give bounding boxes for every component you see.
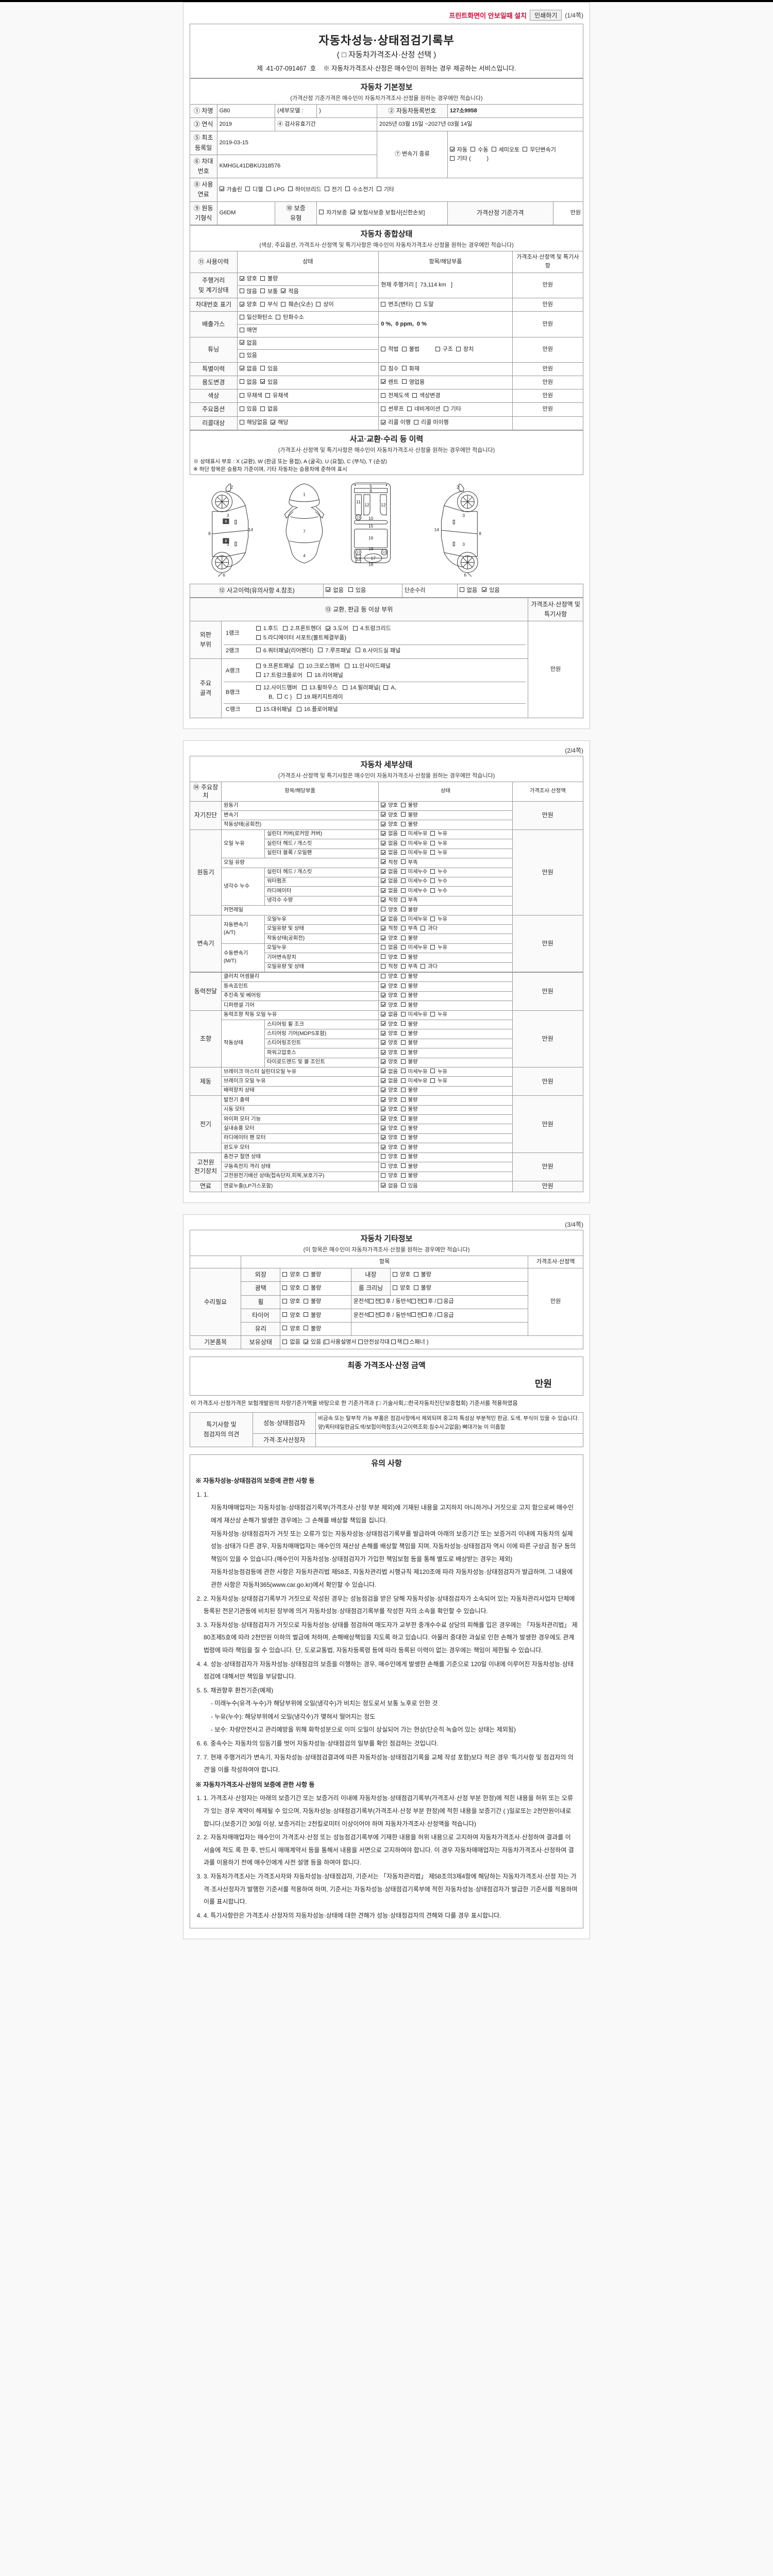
svg-text:1: 1	[303, 492, 306, 497]
svg-text:16: 16	[368, 535, 374, 540]
svg-text:15: 15	[368, 523, 374, 529]
svg-text:17: 17	[371, 555, 376, 561]
svg-text:12: 12	[381, 502, 386, 507]
svg-text:3: 3	[462, 513, 465, 518]
svg-text:8: 8	[479, 531, 481, 536]
svg-text:3: 3	[227, 513, 229, 518]
svg-text:3: 3	[227, 541, 229, 547]
svg-text:13: 13	[357, 551, 360, 554]
svg-text:2: 2	[230, 484, 233, 489]
svg-text:18: 18	[368, 562, 374, 567]
svg-text:4: 4	[303, 553, 306, 558]
svg-text:2: 2	[457, 484, 459, 489]
svg-text:9: 9	[369, 488, 372, 493]
svg-text:8: 8	[208, 531, 211, 536]
svg-text:13: 13	[382, 551, 386, 554]
svg-text:14: 14	[434, 527, 440, 532]
svg-text:6: 6	[223, 572, 225, 578]
svg-text:3: 3	[462, 541, 465, 547]
svg-text:10: 10	[368, 516, 374, 521]
svg-text:19: 19	[368, 546, 374, 551]
svg-text:X: X	[225, 520, 227, 523]
svg-text:12: 12	[364, 502, 369, 507]
svg-text:13: 13	[357, 516, 360, 519]
svg-text:11: 11	[356, 499, 361, 504]
svg-text:12: 12	[356, 556, 361, 562]
svg-text:14: 14	[248, 527, 254, 532]
svg-text:7: 7	[303, 529, 306, 534]
svg-text:6: 6	[464, 572, 466, 578]
